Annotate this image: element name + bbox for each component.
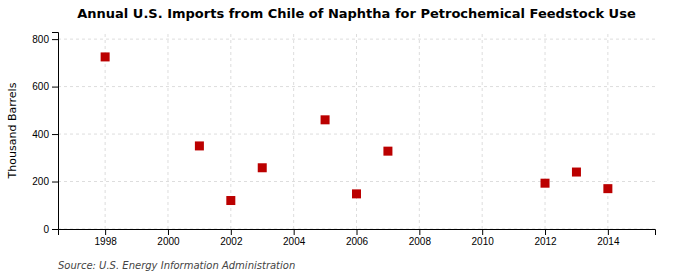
x-axis: 1998 2000 2002 2004 2006 2008 2010 2012 2014 — [59, 229, 656, 247]
tick-label: 200 — [32, 176, 49, 187]
tick: 400 — [32, 129, 58, 140]
tick: 2010 — [472, 229, 495, 247]
tick-label: 2004 — [283, 236, 306, 247]
point — [603, 184, 612, 193]
grid-line — [419, 32, 420, 229]
grid — [58, 32, 655, 229]
point — [541, 179, 550, 188]
point — [101, 52, 110, 61]
tick-mark — [168, 229, 169, 235]
tick-label: 600 — [32, 81, 49, 92]
point — [226, 196, 235, 205]
tick-label: 1998 — [95, 236, 118, 247]
tick-label: 2006 — [346, 236, 369, 247]
tick-mark — [482, 229, 483, 235]
grid-line — [167, 32, 168, 229]
tick: 2004 — [283, 229, 306, 247]
tick-mark — [52, 134, 58, 135]
grid-line — [58, 134, 655, 135]
grid-line — [607, 32, 608, 229]
annotation: Source: U.S. Energy Information Administ… — [58, 260, 295, 271]
axis-line — [52, 33, 59, 230]
grid-line — [482, 32, 483, 229]
grid-line — [545, 32, 546, 229]
grid-line — [58, 39, 655, 40]
grid-line — [58, 86, 655, 87]
axis-line — [59, 230, 656, 236]
tick: 2000 — [157, 229, 180, 247]
tick-label: 2014 — [597, 236, 620, 247]
point — [321, 115, 330, 124]
tick-mark — [52, 87, 58, 88]
point — [258, 163, 267, 172]
points — [101, 52, 613, 205]
tick-label: 800 — [32, 34, 49, 45]
tick-mark — [231, 229, 232, 235]
tick-mark — [52, 182, 58, 183]
grid-line — [105, 32, 106, 229]
tick-label: 2010 — [472, 236, 495, 247]
tick-label: 2000 — [157, 236, 180, 247]
tick: 800 — [32, 34, 58, 45]
chart: 1998 2000 2002 2004 2006 2008 2010 2012 2014 0 200… — [0, 0, 675, 275]
tick: 200 — [32, 176, 58, 187]
tick-label: 400 — [32, 129, 49, 140]
tick-mark — [52, 229, 58, 230]
tick-mark — [294, 229, 295, 235]
y-axis-label: Thousand Barrels — [6, 82, 19, 179]
tick: 2006 — [346, 229, 369, 247]
tick-mark — [545, 229, 546, 235]
tick: 600 — [32, 81, 58, 92]
y-axis: 0 200 400 600 800 — [32, 33, 58, 235]
tick-mark — [608, 229, 609, 235]
tick-label: 2002 — [220, 236, 243, 247]
tick: 2002 — [220, 229, 243, 247]
tick-label: 2008 — [409, 236, 432, 247]
point — [352, 189, 361, 198]
tick-mark — [357, 229, 358, 235]
tick: 2014 — [597, 229, 620, 247]
grid-line — [293, 32, 294, 229]
tick-label: 2012 — [534, 236, 557, 247]
title: Annual U.S. Imports from Chile of Naphth… — [77, 6, 636, 21]
tick-mark — [419, 229, 420, 235]
tick-label: 0 — [43, 224, 49, 235]
point — [195, 141, 204, 150]
tick-mark — [105, 229, 106, 235]
tick: 2012 — [534, 229, 557, 247]
grid-line — [58, 181, 655, 182]
point — [383, 147, 392, 156]
tick: 0 — [43, 224, 58, 235]
tick: 2008 — [409, 229, 432, 247]
tick: 1998 — [95, 229, 118, 247]
point — [572, 168, 581, 177]
tick-mark — [52, 39, 58, 40]
grid-line — [356, 32, 357, 229]
